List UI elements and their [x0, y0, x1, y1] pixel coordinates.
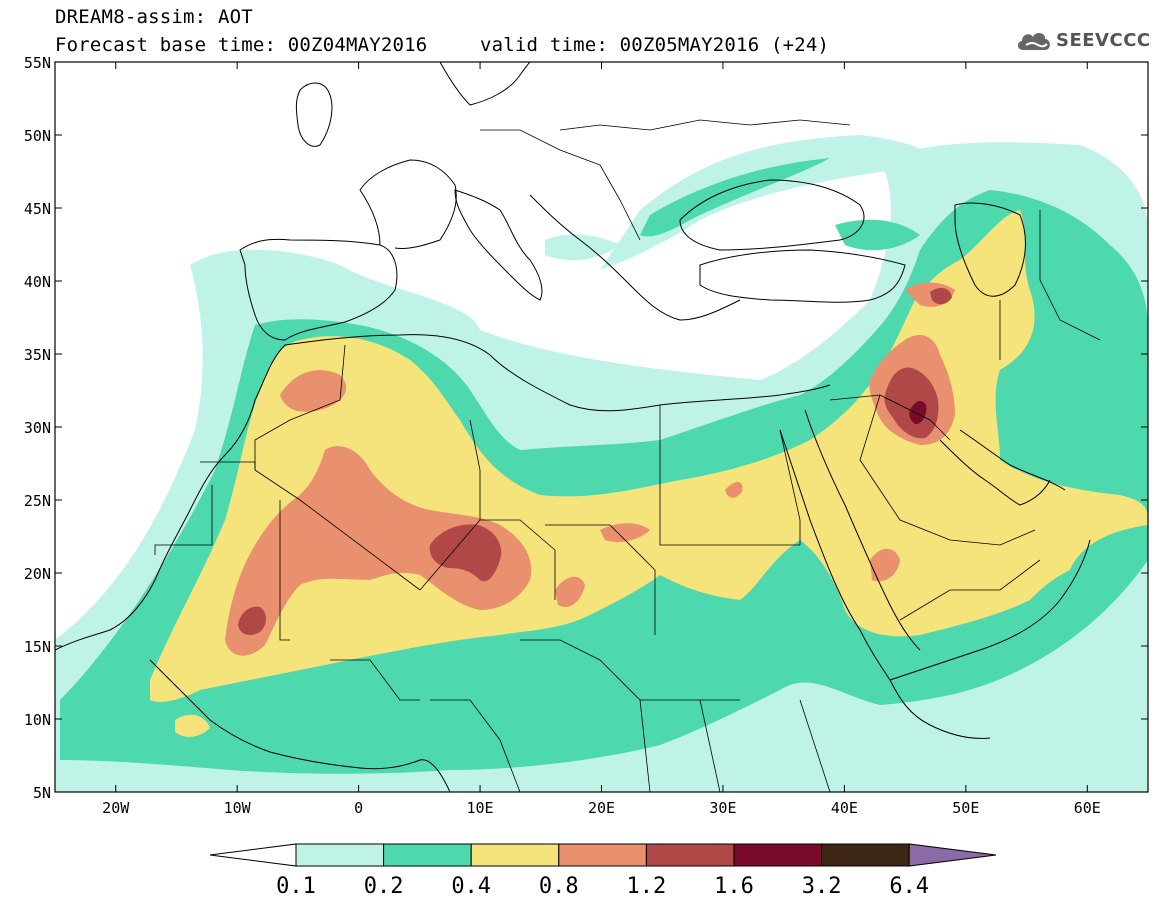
- latitude-axis: 55N 50N 45N 40N 35N 30N 25N 20N 15N 10N 5N: [24, 54, 1148, 802]
- base-time-text: Forecast base time: 00Z04MAY2016: [55, 34, 428, 56]
- lon-tick-label: 0: [354, 799, 363, 817]
- longitude-axis: 20W 10W 0 10E 20E 30E 40E 50E 60E: [102, 62, 1101, 817]
- coastlines: [55, 62, 1091, 792]
- colorbar-swatch: [295, 843, 385, 867]
- colorbar-level-label: 6.4: [889, 874, 929, 899]
- colorbar-level-label: 0.1: [276, 874, 316, 899]
- colorbar-level-label: 0.8: [539, 874, 579, 899]
- colorbar-level-label: 1.2: [627, 874, 667, 899]
- colorbar-level-label: 0.2: [364, 874, 404, 899]
- lat-tick-label: 40N: [24, 273, 51, 291]
- lat-tick-label: 50N: [24, 127, 51, 145]
- colorbar-swatch: [558, 843, 647, 867]
- lon-tick-label: 10E: [467, 799, 494, 817]
- lat-tick-label: 10N: [24, 711, 51, 729]
- cloud-logo-icon: [1017, 33, 1050, 50]
- colorbar-level-label: 3.2: [802, 874, 842, 899]
- seevccc-logo: SEEVCCC: [1016, 26, 1151, 54]
- aot-band-1.2-1.6: [238, 287, 952, 636]
- lat-tick-label: 30N: [24, 419, 51, 437]
- aot-colorbar: 0.1 0.2 0.4 0.8 1.2 1.6 3.2 6.4: [209, 843, 997, 899]
- lon-tick-label: 20E: [588, 799, 615, 817]
- lat-tick-label: 15N: [24, 638, 51, 656]
- colorbar-under-triangle: [209, 843, 297, 867]
- logo-text: SEEVCCC: [1056, 29, 1151, 51]
- map-title: DREAM8-assim: AOT: [55, 6, 253, 28]
- colorbar-swatch: [470, 843, 560, 867]
- lat-tick-label: 35N: [24, 346, 51, 364]
- lon-tick-label: 10W: [224, 799, 252, 817]
- lat-tick-label: 55N: [24, 54, 51, 72]
- lon-tick-label: 30E: [709, 799, 736, 817]
- lat-tick-label: 45N: [24, 200, 51, 218]
- lat-tick-label: 25N: [24, 492, 51, 510]
- valid-time-text: valid time: 00Z05MAY2016 (+24): [480, 34, 830, 56]
- lon-tick-label: 20W: [102, 799, 130, 817]
- aot-field: [55, 135, 1148, 792]
- colorbar-swatch: [733, 843, 823, 867]
- lat-tick-label: 5N: [33, 784, 51, 802]
- colorbar-level-label: 0.4: [451, 874, 491, 899]
- lon-tick-label: 50E: [952, 799, 979, 817]
- colorbar-level-label: 1.6: [714, 874, 754, 899]
- colorbar-swatch: [821, 843, 910, 867]
- lat-tick-label: 20N: [24, 565, 51, 583]
- colorbar-swatch: [645, 843, 735, 867]
- aot-band-1.6-3.2: [909, 400, 927, 425]
- lon-tick-label: 40E: [831, 799, 858, 817]
- colorbar-swatch: [383, 843, 472, 867]
- lon-tick-label: 60E: [1074, 799, 1101, 817]
- colorbar-over-triangle: [908, 843, 997, 867]
- country-borders: [154, 119, 1101, 792]
- forecast-base-time: Forecast base time: 00Z04MAY2016 valid ti…: [55, 34, 829, 56]
- aot-band-0.4-0.8: [150, 210, 1148, 737]
